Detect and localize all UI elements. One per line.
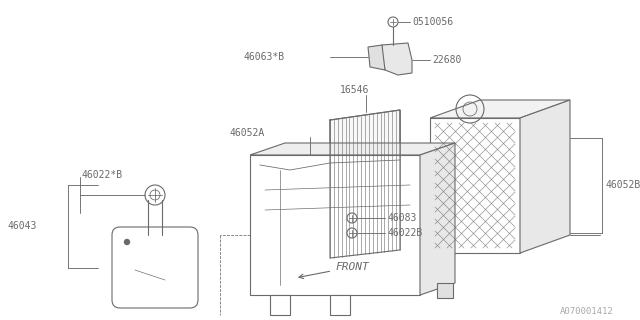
Text: 46052A: 46052A bbox=[230, 128, 265, 138]
Text: 46022*B: 46022*B bbox=[82, 170, 123, 180]
Polygon shape bbox=[250, 143, 455, 155]
Text: 22680: 22680 bbox=[432, 55, 461, 65]
Polygon shape bbox=[430, 118, 520, 253]
Polygon shape bbox=[368, 45, 385, 70]
Text: A070001412: A070001412 bbox=[560, 308, 614, 316]
Polygon shape bbox=[330, 110, 400, 258]
Polygon shape bbox=[430, 100, 570, 118]
Polygon shape bbox=[330, 295, 350, 315]
Polygon shape bbox=[520, 100, 570, 253]
Text: FRONT: FRONT bbox=[299, 262, 369, 279]
Text: 46043: 46043 bbox=[8, 221, 37, 231]
Polygon shape bbox=[270, 295, 290, 315]
Text: 46022B: 46022B bbox=[387, 228, 422, 238]
Circle shape bbox=[125, 239, 129, 244]
FancyBboxPatch shape bbox=[112, 227, 198, 308]
Text: 46083: 46083 bbox=[387, 213, 417, 223]
Polygon shape bbox=[420, 143, 455, 295]
Polygon shape bbox=[250, 155, 420, 295]
Polygon shape bbox=[437, 283, 453, 298]
Text: 46063*B: 46063*B bbox=[244, 52, 285, 62]
Polygon shape bbox=[382, 43, 412, 75]
Text: 16546: 16546 bbox=[340, 85, 369, 95]
Text: 0510056: 0510056 bbox=[412, 17, 453, 27]
Text: 46052B: 46052B bbox=[605, 180, 640, 190]
